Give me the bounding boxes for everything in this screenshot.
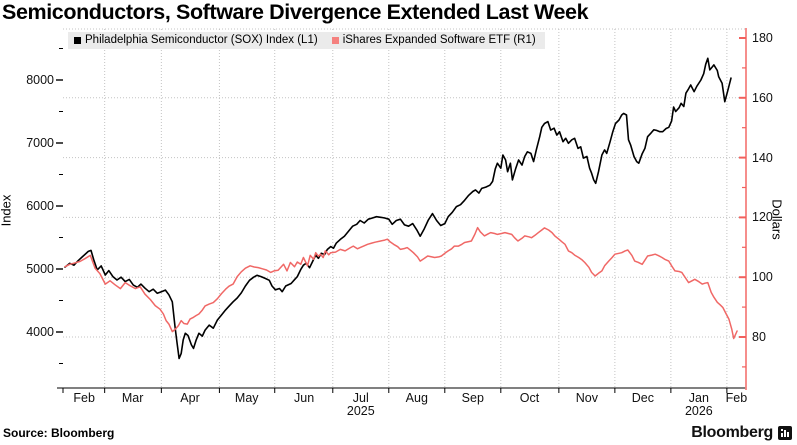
x-axis-month-label: Oct — [519, 391, 540, 405]
x-axis-month-label: Nov — [575, 391, 598, 405]
brand: Bloomberg — [691, 424, 792, 442]
left-axis-tick-label: 8000 — [26, 73, 54, 87]
chart-title: Semiconductors, Software Divergence Exte… — [2, 0, 589, 24]
left-axis-title: Index — [0, 194, 14, 227]
right-axis-tick-label: 140 — [752, 150, 773, 165]
x-axis-year-label: 2026 — [684, 404, 713, 418]
legend-item-label: Philadelphia Semiconductor (SOX) Index (… — [85, 34, 318, 46]
x-axis-month-label: Sep — [461, 391, 484, 405]
legend-item-label: iShares Expanded Software ETF (R1) — [342, 34, 536, 46]
x-axis-month-label: Apr — [180, 391, 200, 405]
x-axis-year-label: 2025 — [346, 404, 375, 418]
x-axis-month-label: Jan 2026 — [684, 391, 713, 418]
left-axis-tick-label: 7000 — [26, 136, 54, 150]
legend-item-sox: Philadelphia Semiconductor (SOX) Index (… — [74, 34, 318, 46]
series-line-software — [64, 226, 738, 340]
bloomberg-logo-icon — [778, 426, 792, 440]
legend: Philadelphia Semiconductor (SOX) Index (… — [68, 32, 545, 49]
x-axis-month-label: Jun — [294, 391, 315, 405]
right-axis-tick-label: 180 — [752, 31, 773, 45]
right-axis-tick-label: 160 — [752, 90, 773, 105]
legend-swatch-icon — [331, 36, 339, 44]
x-axis-month-label: Aug — [405, 391, 428, 405]
source-label: Source: Bloomberg — [3, 426, 115, 440]
x-axis-month-label: Mar — [121, 391, 144, 405]
x-axis-month-label: Jul 2025 — [346, 391, 375, 418]
bloomberg-wordmark: Bloomberg — [691, 424, 773, 441]
x-axis-month-label: Dec — [631, 391, 654, 405]
left-axis-tick-label: 4000 — [26, 325, 54, 339]
x-axis-month-label: Feb — [725, 391, 748, 405]
right-axis-tick-label: 120 — [752, 210, 773, 225]
x-axis-month-label: Feb — [73, 391, 95, 405]
series-line-sox — [64, 57, 732, 360]
right-axis-tick-label: 80 — [752, 330, 766, 344]
left-axis-tick-label: 5000 — [26, 262, 54, 276]
legend-swatch-icon — [74, 36, 81, 44]
left-axis-tick-label: 6000 — [26, 199, 54, 213]
legend-item-software: iShares Expanded Software ETF (R1) — [331, 34, 536, 46]
right-axis-tick-label: 100 — [752, 270, 773, 285]
x-axis-month-label: May — [234, 391, 259, 405]
